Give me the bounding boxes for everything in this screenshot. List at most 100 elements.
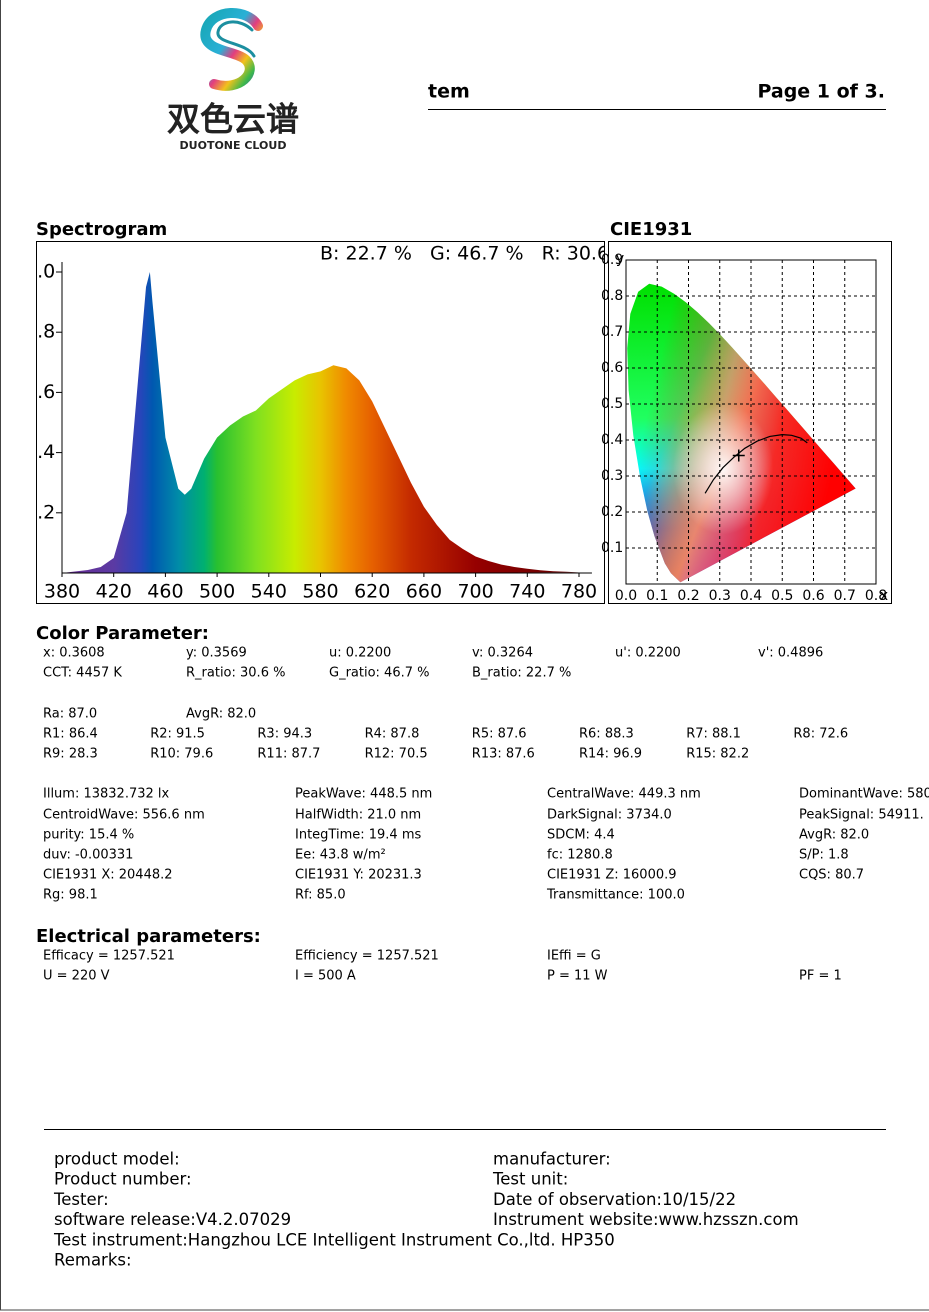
parameter: Transmittance: 100.0: [546, 888, 685, 903]
parameter: R4: 87.8: [365, 727, 420, 742]
parameter: fc: 1280.8: [547, 848, 613, 863]
parameter: R5: 87.6: [472, 727, 527, 742]
parameter: Rf: 85.0: [295, 888, 346, 903]
parameter: I = 500 A: [295, 969, 356, 984]
parameter: DarkSignal: 3734.0: [547, 808, 672, 823]
y-tick-label: 0.6: [601, 360, 623, 376]
parameter: y: 0.3569: [186, 646, 247, 661]
y-tick-label: 0.1: [601, 540, 623, 556]
parameter: R11: 87.7: [257, 747, 320, 762]
logo-subtitle: DUOTONE CLOUD: [180, 139, 287, 152]
y-tick-label: 0.8: [601, 288, 623, 304]
chart-title: Spectrogram: [36, 219, 167, 240]
x-tick-label: 0.0: [615, 588, 637, 604]
logo: [200, 8, 263, 91]
y-axis-label: y: [616, 251, 624, 267]
parameter: CentroidWave: 556.6 nm: [43, 808, 205, 823]
parameter: software release:V4.2.07029: [54, 1210, 291, 1229]
x-tick-label: 0.8: [865, 588, 887, 604]
parameter: CentralWave: 449.3 nm: [547, 787, 701, 802]
parameter: CQS: 80.7: [799, 868, 864, 883]
parameter: Tester:: [53, 1190, 109, 1209]
spectrum-area: [62, 272, 579, 573]
parameter: Efficiency = 1257.521: [295, 949, 439, 964]
parameter: B_ratio: 22.7 %: [472, 666, 571, 681]
parameter: x: 0.3608: [43, 646, 105, 661]
x-tick-label: 380: [44, 581, 80, 603]
parameter: DominantWave: 580: [799, 787, 929, 802]
parameter: product model:: [54, 1150, 180, 1169]
parameter: PeakWave: 448.5 nm: [295, 787, 432, 802]
parameter: AvgR: 82.0: [186, 707, 256, 722]
parameter: R2: 91.5: [150, 727, 205, 742]
spectrum-plot: 0.2 0.4 0.6 0.8 1.0 380 420 460 500 540 580 620 660 7…: [25, 243, 604, 603]
y-tick-label: 0.8: [25, 321, 55, 343]
x-tick-label: 700: [457, 581, 493, 603]
parameter: Ee: 43.8 w/m²: [295, 848, 386, 863]
planckian-locus: [704, 433, 808, 494]
parameter: manufacturer:: [493, 1150, 611, 1169]
parameter: R15: 82.2: [686, 747, 749, 762]
parameter: R13: 87.6: [472, 747, 535, 762]
chart-title: CIE1931: [610, 219, 692, 240]
y-tick-label: 0.7: [601, 324, 623, 340]
parameter: U = 220 V: [43, 969, 110, 984]
y-tick-label: 0.3: [601, 468, 623, 484]
x-tick-label: 620: [354, 581, 390, 603]
x-tick-label: 740: [509, 581, 545, 603]
parameter: v': 0.4896: [758, 646, 823, 661]
parameter: Test unit:: [492, 1170, 568, 1189]
x-tick-label: 780: [561, 581, 597, 603]
report-title: tem: [428, 81, 470, 103]
parameter: Date of observation:10/15/22: [493, 1190, 736, 1209]
x-axis-label: x: [880, 588, 888, 604]
parameter: P = 11 W: [547, 969, 608, 984]
parameter: CCT: 4457 K: [43, 666, 122, 681]
chromaticity-point: [732, 449, 745, 462]
chart-frame: [36, 241, 605, 604]
parameter: CIE1931 Y: 20231.3: [295, 868, 422, 883]
parameter: Instrument website:www.hzsszn.com: [493, 1210, 799, 1229]
x-tick-label: 0.7: [834, 588, 856, 604]
parameter: PeakSignal: 54911.: [799, 808, 924, 823]
parameter: purity: 15.4 %: [43, 828, 134, 843]
y-tick-label: 0.5: [601, 396, 623, 412]
parameter: Illum: 13832.732 lx: [43, 787, 170, 802]
parameter: Remarks:: [54, 1251, 132, 1270]
parameter: SDCM: 4.4: [547, 828, 615, 843]
parameter: R12: 70.5: [365, 747, 428, 762]
x-tick-label: 580: [302, 581, 338, 603]
x-tick-label: 500: [199, 581, 235, 603]
parameter: R8: 72.6: [793, 727, 848, 742]
x-tick-label: 0.6: [802, 588, 824, 604]
y-tick-label: 0.4: [25, 441, 55, 463]
parameter: u': 0.2200: [615, 646, 681, 661]
parameter: Efficacy = 1257.521: [43, 949, 175, 964]
parameter: HalfWidth: 21.0 nm: [295, 808, 421, 823]
parameter: CIE1931 X: 20448.2: [43, 868, 173, 883]
parameter: Rg: 98.1: [43, 888, 98, 903]
x-tick-label: 420: [96, 581, 132, 603]
parameter: Test instrument:Hangzhou LCE Intelligent…: [53, 1230, 615, 1249]
page-number: Page 1 of 3.: [757, 81, 885, 103]
parameter: Product number:: [54, 1170, 192, 1189]
chart-frame: [608, 241, 892, 604]
parameter: IEffi = G: [547, 949, 601, 964]
parameter: R1: 86.4: [43, 727, 98, 742]
y-tick-label: 0.2: [25, 501, 55, 523]
x-tick-label: 0.3: [709, 588, 731, 604]
x-tick-label: 0.5: [771, 588, 793, 604]
parameter: S/P: 1.8: [799, 848, 849, 863]
x-tick-label: 0.4: [740, 588, 762, 604]
parameter: R6: 88.3: [579, 727, 634, 742]
x-tick-label: 460: [147, 581, 183, 603]
x-tick-label: 660: [406, 581, 442, 603]
parameter: R9: 28.3: [43, 747, 98, 762]
chromaticity-gamut: [627, 283, 856, 583]
parameter: R14: 96.9: [579, 747, 642, 762]
parameter: IntegTime: 19.4 ms: [295, 828, 421, 843]
parameter: duv: -0.00331: [43, 848, 133, 863]
